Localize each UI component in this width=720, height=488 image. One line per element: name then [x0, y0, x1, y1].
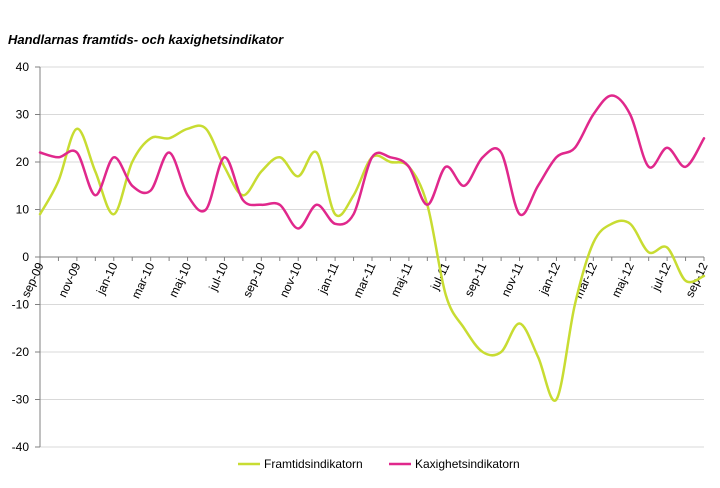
legend: Framtidsindikatorn Kaxighetsindikatorn: [238, 457, 520, 471]
x-tick-label: jan-11: [315, 260, 342, 297]
y-tick-label: -30: [12, 393, 30, 407]
x-tick-label: mar-10: [129, 260, 158, 301]
x-tick-label: nov-09: [55, 260, 83, 299]
legend-label: Kaxighetsindikatorn: [415, 457, 520, 471]
gridlines: [40, 66, 704, 448]
y-tick-label: -40: [12, 440, 30, 454]
y-tick-label: 40: [16, 60, 30, 74]
x-tick-label: maj-11: [388, 260, 416, 299]
legend-label: Framtidsindikatorn: [264, 457, 363, 471]
x-tick-label: nov-11: [498, 260, 526, 299]
y-tick-label: 0: [22, 250, 29, 264]
x-tick-label: jan-10: [93, 260, 120, 297]
x-tick-label: jul-10: [206, 260, 232, 294]
x-tick-label: maj-10: [166, 260, 194, 299]
x-tick-labels: sep-09 nov-09 jan-10 mar-10 maj-10 jul-10 sep-…: [19, 260, 711, 301]
y-tick-label: 10: [16, 203, 30, 217]
x-tick-label: jan-12: [536, 260, 563, 297]
y-tick-labels: 40 30 20 10 0 -10 -20 -30 -40: [12, 60, 30, 454]
x-tick-label: sep-10: [240, 260, 268, 299]
series-line-kaxighetsindikatorn: [38, 94, 706, 230]
x-tick-label: sep-09: [19, 260, 47, 299]
y-tick-label: 30: [16, 108, 30, 122]
x-tick-label: sep-11: [462, 260, 490, 299]
x-tick-label: mar-11: [350, 260, 379, 300]
chart-title: Handlarnas framtids- och kaxighetsindika…: [8, 32, 284, 47]
x-tick-label: maj-12: [609, 260, 637, 299]
series-lines: [38, 94, 706, 402]
y-tick-label: -10: [12, 298, 30, 312]
axes: [35, 66, 705, 448]
x-tick-label: jul-12: [648, 260, 674, 294]
x-tick-label: nov-10: [277, 260, 305, 299]
y-tick-label: 20: [16, 155, 30, 169]
y-tick-label: -20: [12, 345, 30, 359]
